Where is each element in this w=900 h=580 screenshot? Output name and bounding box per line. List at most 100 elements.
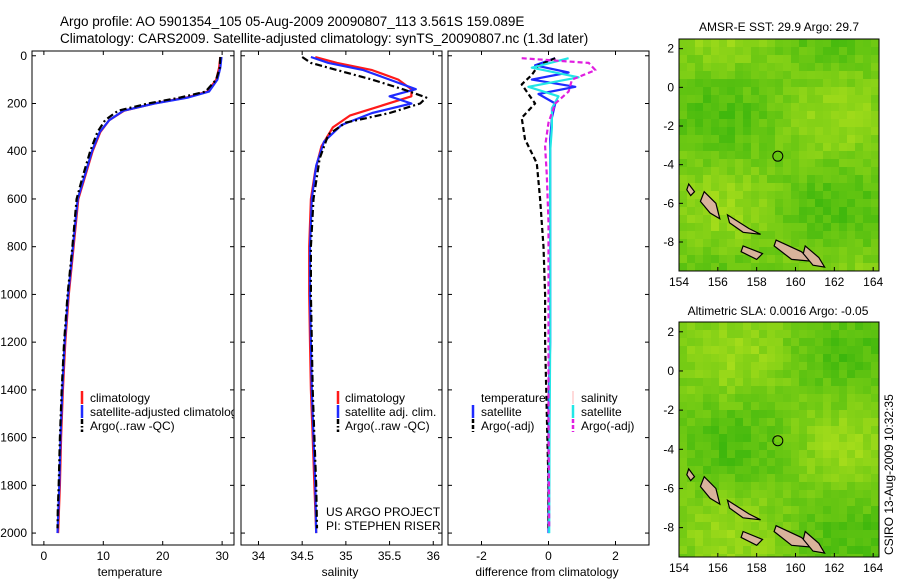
map-cell	[775, 183, 784, 192]
map-cell	[751, 143, 760, 152]
map-cell	[727, 199, 736, 208]
map-cell	[727, 119, 736, 128]
map-cell	[855, 442, 864, 451]
map-cell	[799, 151, 808, 160]
map-cell	[855, 426, 864, 435]
map-cell	[727, 378, 736, 387]
map-cell	[807, 466, 816, 475]
map-cell	[783, 490, 792, 499]
map-cell	[687, 442, 696, 451]
map-cell	[863, 151, 872, 160]
map-cell	[767, 263, 776, 271]
map-cell	[807, 103, 816, 112]
map-cell	[751, 263, 760, 271]
map-cell	[823, 418, 832, 427]
map-cell	[719, 39, 728, 48]
map-cell	[695, 119, 704, 128]
map-cell	[839, 538, 848, 547]
map-cell	[775, 442, 784, 451]
map-cell	[823, 538, 832, 547]
map-cell	[735, 135, 744, 144]
map-cell	[775, 143, 784, 152]
map-cell	[839, 530, 848, 539]
map-cell	[679, 199, 688, 208]
map-cell	[815, 466, 824, 475]
map-cell	[727, 386, 736, 395]
map-cell	[799, 71, 808, 80]
map-cell	[783, 466, 792, 475]
map-cell	[703, 183, 712, 192]
map-cell	[759, 514, 768, 523]
map-cell	[767, 191, 776, 200]
map-cell	[831, 39, 840, 48]
map-cell	[743, 119, 752, 128]
map-cell	[711, 255, 720, 264]
map-cell	[687, 482, 696, 491]
legend-label-temp-satellite: satellite	[481, 405, 522, 419]
map-cell	[687, 167, 696, 176]
map-cell	[855, 338, 864, 347]
map-cell	[823, 474, 832, 483]
map-cell	[799, 159, 808, 168]
map-cell	[695, 482, 704, 491]
map-cell	[871, 426, 879, 435]
map-cell	[863, 330, 872, 339]
map-cell	[791, 330, 800, 339]
map-cell	[767, 490, 776, 499]
map-cell	[727, 63, 736, 72]
map-cell	[759, 458, 768, 467]
map-cell	[775, 338, 784, 347]
map-cell	[855, 207, 864, 216]
map-cell	[711, 231, 720, 240]
x-tick-label: 35	[339, 549, 353, 563]
map-cell	[695, 63, 704, 72]
map-cell	[799, 103, 808, 112]
map-cell	[799, 119, 808, 128]
map-cell	[751, 378, 760, 387]
map-cell	[775, 362, 784, 371]
map-cell	[687, 231, 696, 240]
map-cell	[831, 111, 840, 120]
map-cell	[687, 554, 696, 557]
map-cell	[799, 223, 808, 232]
map-cell	[815, 442, 824, 451]
island-shape	[726, 498, 761, 521]
map-cell	[847, 402, 856, 411]
map-cell	[823, 442, 832, 451]
map-cell	[855, 111, 864, 120]
map-cell	[855, 127, 864, 136]
map-cell	[751, 402, 760, 411]
map-cell	[735, 346, 744, 355]
map-cell	[839, 442, 848, 451]
map-cell	[727, 554, 736, 557]
map-cell	[855, 231, 864, 240]
island-shape	[802, 244, 826, 268]
map-cell	[847, 458, 856, 467]
map-cell	[751, 167, 760, 176]
map-cell	[687, 434, 696, 443]
map-cell	[687, 370, 696, 379]
map-cell	[831, 442, 840, 451]
map-cell	[815, 514, 824, 523]
map-cell	[871, 346, 879, 355]
map-cell	[767, 71, 776, 80]
map-cell	[807, 151, 816, 160]
map-cell	[775, 354, 784, 363]
map-cell	[695, 95, 704, 104]
map-cell	[775, 255, 784, 264]
map-cell	[783, 231, 792, 240]
map-cell	[815, 402, 824, 411]
map-cell	[727, 191, 736, 200]
map-y-tick-label: 0	[667, 80, 674, 94]
map-cell	[799, 482, 808, 491]
map-cell	[751, 442, 760, 451]
map-cell	[767, 330, 776, 339]
map-cell	[695, 239, 704, 248]
map-cell	[807, 450, 816, 459]
map-y-tick-label: -6	[663, 196, 674, 210]
map-cell	[743, 546, 752, 555]
map-cell	[815, 175, 824, 184]
map-cell	[727, 362, 736, 371]
map-cell	[711, 63, 720, 72]
map-cell	[863, 538, 872, 547]
